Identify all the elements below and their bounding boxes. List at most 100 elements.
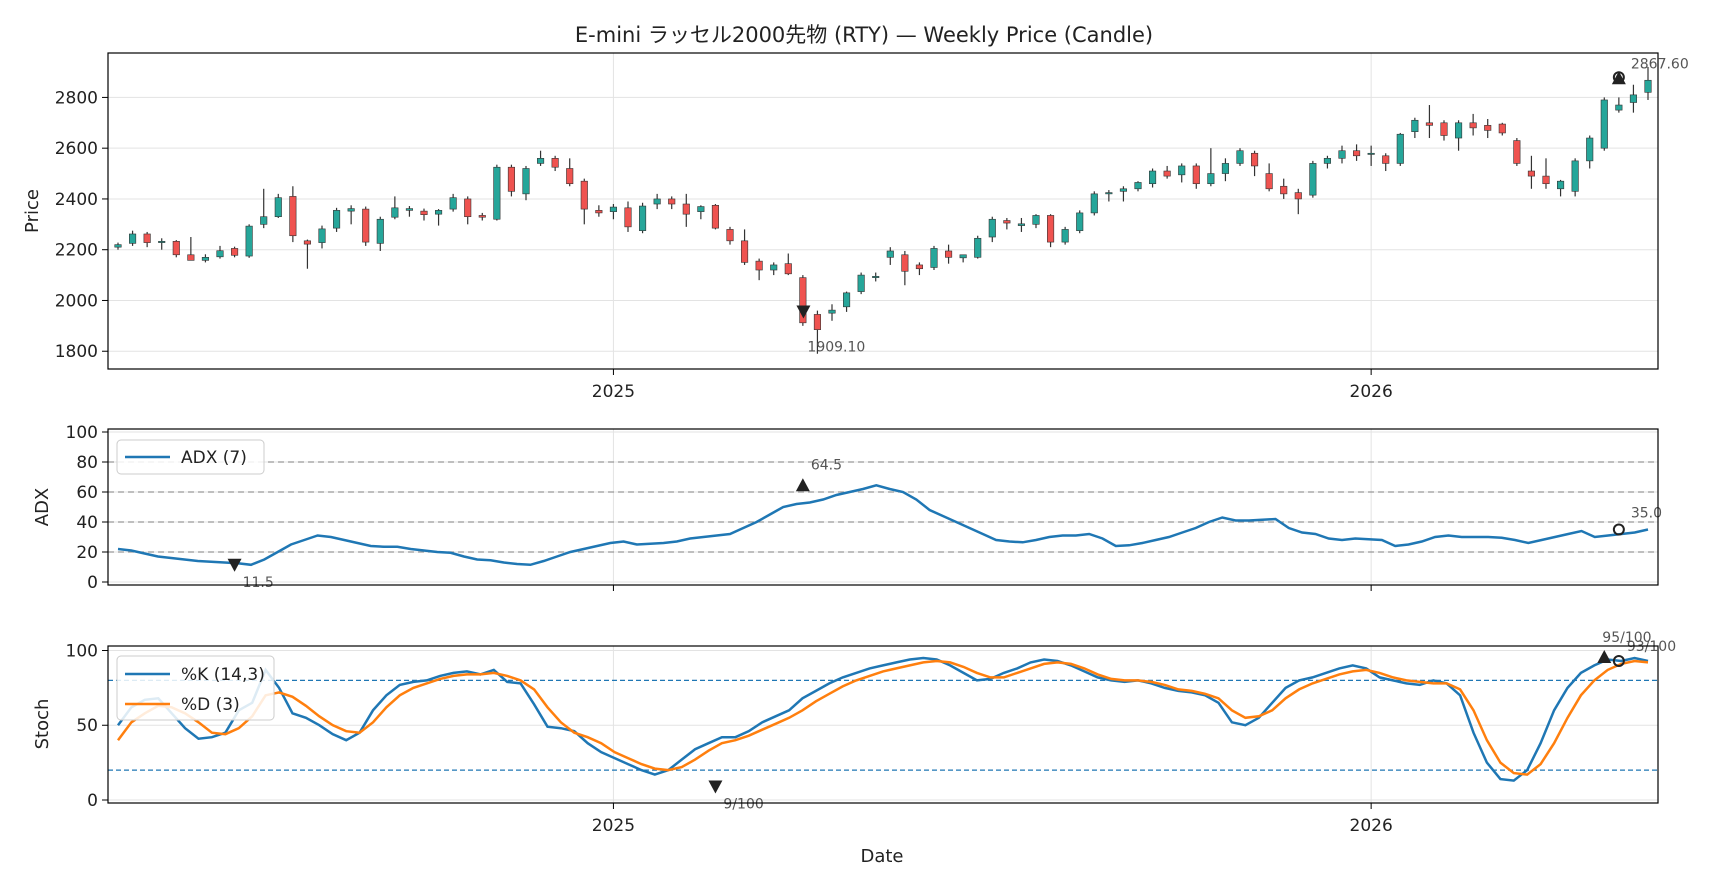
y-tick-label: 0 bbox=[87, 791, 98, 811]
x-tick-label: 2025 bbox=[592, 816, 635, 836]
candle-body bbox=[1134, 182, 1142, 190]
candle-body bbox=[1061, 229, 1069, 243]
candle-body bbox=[1396, 133, 1404, 164]
candle-body bbox=[959, 254, 967, 259]
candle-body bbox=[1003, 220, 1011, 224]
candle-body bbox=[114, 244, 122, 248]
y-tick-label: 50 bbox=[76, 716, 98, 736]
y-tick-label: 2800 bbox=[55, 88, 98, 108]
candle-body bbox=[711, 204, 719, 229]
adx-axes-frame bbox=[107, 428, 1659, 586]
stoch-xlabel: Date bbox=[860, 846, 903, 867]
stoch-ticks: 0 50 100 2025 2026 bbox=[66, 641, 1393, 836]
candle-body bbox=[1032, 215, 1040, 225]
adx-reference-lines bbox=[108, 461, 1658, 553]
adx-ticks: 0 20 40 60 80 100 bbox=[66, 423, 1372, 593]
candle-body bbox=[1367, 152, 1375, 155]
stoch-reference-lines bbox=[108, 679, 1658, 771]
price-ticks: 1800 2000 2200 2400 2600 2800 2025 2026 bbox=[55, 88, 1393, 402]
adx-gridlines bbox=[108, 429, 1658, 585]
x-tick-label: 2026 bbox=[1350, 816, 1393, 836]
candle-body bbox=[522, 168, 530, 195]
candlesticks bbox=[114, 66, 1652, 354]
adx-last-marker bbox=[1612, 523, 1625, 536]
price-annotations: 1909.10 2867.60 bbox=[796, 56, 1689, 356]
y-tick-label: 40 bbox=[76, 513, 98, 533]
adx-min-marker bbox=[227, 558, 242, 572]
candle-body bbox=[784, 263, 792, 275]
y-tick-label: 1800 bbox=[55, 342, 98, 362]
candle-body bbox=[1265, 173, 1273, 190]
y-tick-label: 100 bbox=[66, 641, 98, 661]
candle-body bbox=[1600, 99, 1608, 149]
candle-body bbox=[988, 218, 996, 238]
candle-body bbox=[289, 196, 297, 237]
candle-body bbox=[1163, 170, 1171, 177]
price-ylabel: Price bbox=[22, 189, 43, 233]
candle-body bbox=[1542, 175, 1550, 185]
candle-body bbox=[1644, 79, 1652, 93]
stoch-last-marker bbox=[1612, 654, 1625, 667]
candle-body bbox=[537, 158, 545, 164]
price-panel: 1909.10 2867.60 1800 2000 2200 2400 2600 2800 2… bbox=[22, 52, 1689, 402]
candle-body bbox=[828, 309, 836, 314]
candle-body bbox=[187, 254, 195, 261]
candle-body bbox=[595, 210, 603, 214]
candle-body bbox=[1498, 123, 1506, 134]
candle-body bbox=[1455, 122, 1463, 139]
candle-body bbox=[974, 237, 982, 258]
price-last-label: 2867.60 bbox=[1631, 56, 1689, 72]
chart-title: E-mini ラッセル2000先物 (RTY) — Weekly Price (… bbox=[575, 23, 1153, 47]
candle-body bbox=[566, 168, 574, 185]
adx-min-label: 11.5 bbox=[243, 575, 274, 591]
candle-body bbox=[945, 250, 953, 258]
stoch-d-legend-label: %D (3) bbox=[181, 695, 240, 715]
candle-body bbox=[1251, 152, 1259, 167]
candle-body bbox=[201, 257, 209, 261]
stoch-max-label: 95/100 bbox=[1602, 630, 1651, 646]
candle-body bbox=[318, 228, 326, 243]
candle-body bbox=[551, 158, 559, 168]
candle-body bbox=[1615, 104, 1623, 111]
y-tick-label: 100 bbox=[66, 423, 98, 443]
candle-body bbox=[624, 207, 632, 228]
candle-body bbox=[1149, 170, 1157, 185]
stoch-gridlines bbox=[108, 646, 1658, 803]
y-tick-label: 0 bbox=[87, 573, 98, 593]
candle-body bbox=[915, 264, 923, 270]
candle-body bbox=[901, 254, 909, 272]
candle-body bbox=[1425, 122, 1433, 126]
candle-body bbox=[580, 180, 588, 210]
candle-body bbox=[1047, 215, 1055, 243]
candle-body bbox=[231, 248, 239, 256]
candle-body bbox=[1090, 193, 1098, 214]
candle-body bbox=[1440, 122, 1448, 136]
candle-body bbox=[1469, 122, 1477, 129]
adx-max-marker bbox=[795, 478, 810, 492]
candle-body bbox=[1571, 160, 1579, 192]
y-tick-label: 20 bbox=[76, 543, 98, 563]
y-tick-label: 2000 bbox=[55, 291, 98, 311]
candle-body bbox=[1309, 163, 1317, 196]
adx-legend: ADX (7) bbox=[116, 439, 265, 475]
stoch-k-line bbox=[116, 656, 1649, 782]
candle-body bbox=[1586, 137, 1594, 162]
stoch-min-label: 9/100 bbox=[723, 797, 763, 813]
y-tick-label: 2400 bbox=[55, 190, 98, 210]
candle-body bbox=[245, 225, 253, 257]
candle-body bbox=[1076, 212, 1084, 231]
stoch-axes-frame bbox=[107, 645, 1659, 804]
adx-ylabel: ADX bbox=[32, 488, 53, 527]
candle-body bbox=[158, 241, 166, 243]
y-tick-label: 60 bbox=[76, 483, 98, 503]
candle-body bbox=[1338, 150, 1346, 159]
candle-body bbox=[1629, 94, 1637, 103]
candle-body bbox=[741, 240, 749, 263]
candle-body bbox=[1557, 180, 1565, 190]
candle-body bbox=[493, 166, 501, 220]
candle-body bbox=[1221, 163, 1229, 174]
candle-body bbox=[376, 218, 384, 244]
stoch-legend: %K (14,3) %D (3) bbox=[116, 655, 275, 721]
price-min-marker bbox=[796, 305, 811, 319]
candle-body bbox=[143, 233, 151, 243]
